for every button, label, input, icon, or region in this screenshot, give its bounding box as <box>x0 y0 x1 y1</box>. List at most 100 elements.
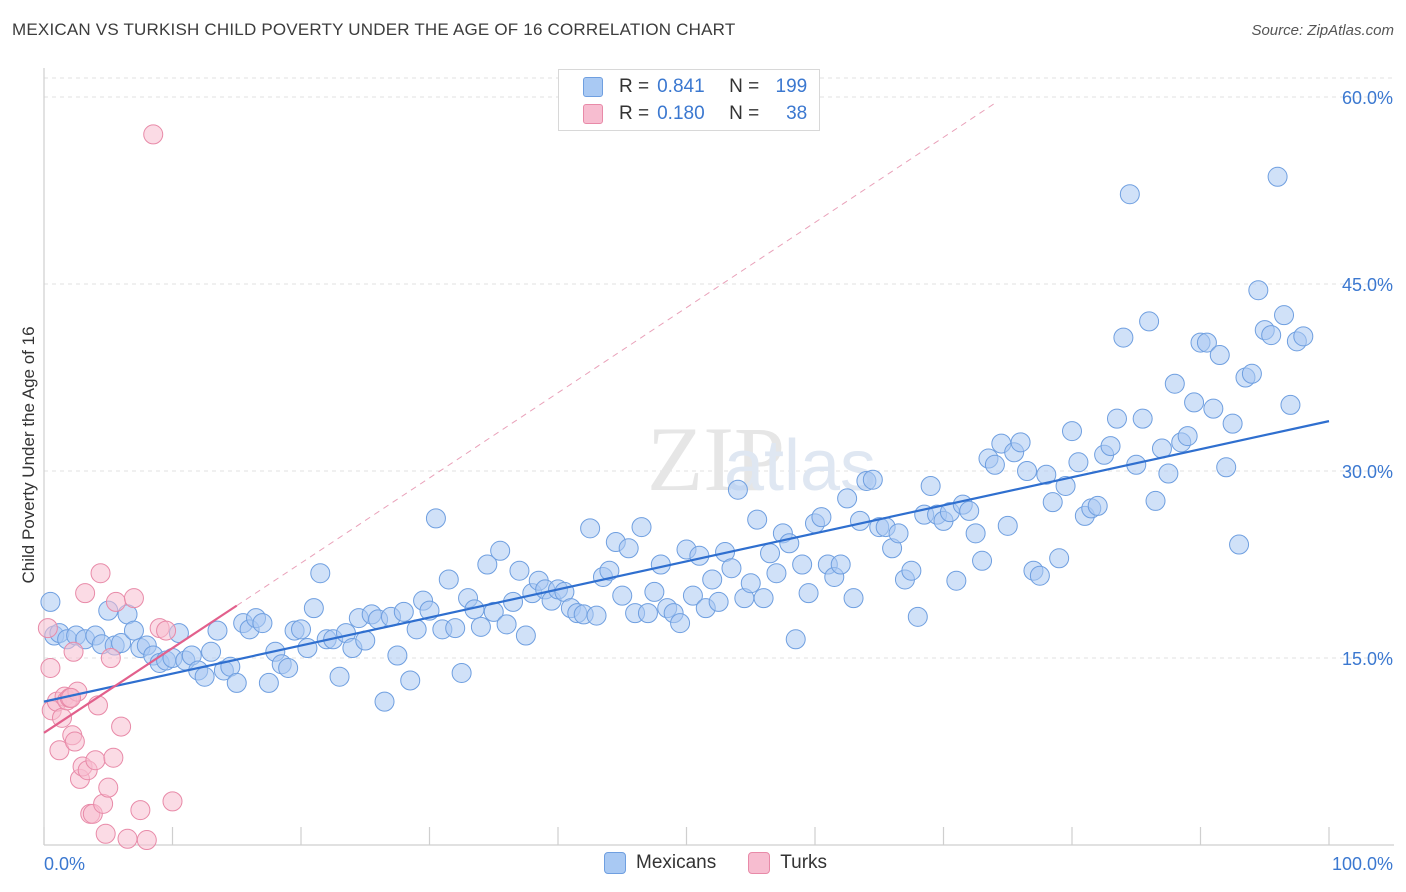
point-mexicans <box>612 585 633 606</box>
point-turks <box>143 124 164 145</box>
point-mexicans <box>194 666 215 687</box>
point-mexicans <box>631 517 652 538</box>
tick-labels: 15.0% 30.0% 45.0% 60.0% 0.0% 100.0% <box>44 88 1393 874</box>
point-mexicans <box>329 666 350 687</box>
point-mexicans <box>1132 408 1153 429</box>
point-mexicans <box>785 629 806 650</box>
point-mexicans <box>1158 463 1179 484</box>
point-turks <box>123 588 144 609</box>
point-mexicans <box>644 581 665 602</box>
point-turks <box>75 583 96 604</box>
point-mexicans <box>849 510 870 531</box>
point-mexicans <box>252 613 273 634</box>
point-mexicans <box>766 563 787 584</box>
point-mexicans <box>792 554 813 575</box>
legend-label-turks: Turks <box>780 852 828 873</box>
point-mexicans <box>702 569 723 590</box>
point-mexicans <box>753 588 774 609</box>
point-mexicans <box>1216 457 1237 478</box>
point-mexicans <box>40 591 61 612</box>
point-mexicans <box>387 645 408 666</box>
point-mexicans <box>580 518 601 539</box>
chart-title: MEXICAN VS TURKISH CHILD POVERTY UNDER T… <box>12 20 736 39</box>
point-mexicans <box>920 475 941 496</box>
point-mexicans <box>509 560 530 581</box>
x-tick-label: 100.0% <box>1332 854 1393 874</box>
y-tick-label: 45.0% <box>1342 275 1393 295</box>
point-mexicans <box>207 620 228 641</box>
x-tick-label: 0.0% <box>44 854 85 874</box>
point-mexicans <box>1222 413 1243 434</box>
y-axis-label: Child Poverty Under the Age of 16 <box>19 326 38 583</box>
point-mexicans <box>1100 436 1121 457</box>
series-legend: Mexicans Turks <box>604 852 859 874</box>
point-mexicans <box>496 614 517 635</box>
point-mexicans <box>1209 345 1230 366</box>
point-mexicans <box>1274 305 1295 326</box>
point-mexicans <box>258 672 279 693</box>
legend-swatch-mexicans <box>604 852 626 874</box>
point-mexicans <box>740 573 761 594</box>
point-mexicans <box>1261 325 1282 346</box>
point-mexicans <box>760 543 781 564</box>
point-mexicans <box>123 620 144 641</box>
point-mexicans <box>972 550 993 571</box>
legend-r-label: R = <box>619 103 650 124</box>
trend-line-mexicans <box>43 420 1330 703</box>
legend-swatch-mexicans <box>583 77 603 97</box>
point-mexicans <box>965 523 986 544</box>
point-mexicans <box>946 570 967 591</box>
point-mexicans <box>1055 475 1076 496</box>
y-tick-label: 30.0% <box>1342 462 1393 482</box>
point-mexicans <box>310 563 331 584</box>
point-mexicans <box>470 616 491 637</box>
point-mexicans <box>1177 426 1198 447</box>
point-mexicans <box>1106 408 1127 429</box>
legend-n-value: 199 <box>775 76 808 97</box>
point-turks <box>162 791 183 812</box>
point-turks <box>136 830 157 851</box>
point-turks <box>111 716 132 737</box>
point-mexicans <box>1267 166 1288 187</box>
point-mexicans <box>1119 184 1140 205</box>
point-mexicans <box>618 538 639 559</box>
point-mexicans <box>682 585 703 606</box>
point-mexicans <box>997 515 1018 536</box>
stats-legend: R = 0.841 N = 199 R = 0.180 N = 38 <box>558 69 820 131</box>
point-mexicans <box>1049 548 1070 569</box>
point-mexicans <box>400 670 421 691</box>
point-mexicans <box>1248 280 1269 301</box>
point-mexicans <box>201 641 222 662</box>
point-mexicans <box>670 613 691 634</box>
legend-label-mexicans: Mexicans <box>636 852 717 873</box>
point-mexicans <box>477 554 498 575</box>
point-turks <box>98 777 119 798</box>
legend-r-value: 0.841 <box>657 76 705 97</box>
point-mexicans <box>297 638 318 659</box>
point-mexicans <box>984 454 1005 475</box>
legend-n-value: 38 <box>786 103 808 124</box>
point-mexicans <box>1196 332 1217 353</box>
point-mexicans <box>1280 394 1301 415</box>
point-mexicans <box>278 657 299 678</box>
point-turks <box>64 731 85 752</box>
point-mexicans <box>1017 461 1038 481</box>
legend-swatch-turks <box>748 852 771 874</box>
legend-n-label: N = <box>729 76 760 97</box>
source-credit: Source: ZipAtlas.com <box>1251 22 1394 39</box>
trend-lines-dashed <box>236 102 996 607</box>
point-mexicans <box>1042 492 1063 513</box>
point-turks <box>130 800 151 821</box>
point-mexicans <box>490 540 511 561</box>
point-mexicans <box>830 554 851 575</box>
point-mexicans <box>451 662 472 683</box>
point-mexicans <box>226 672 247 693</box>
point-mexicans <box>637 603 658 624</box>
point-mexicans <box>1164 373 1185 394</box>
point-turks <box>103 747 124 768</box>
legend-item-turks: Turks <box>748 852 827 874</box>
point-mexicans <box>1229 534 1250 555</box>
point-mexicans <box>1029 565 1050 586</box>
point-mexicans <box>1010 432 1031 453</box>
